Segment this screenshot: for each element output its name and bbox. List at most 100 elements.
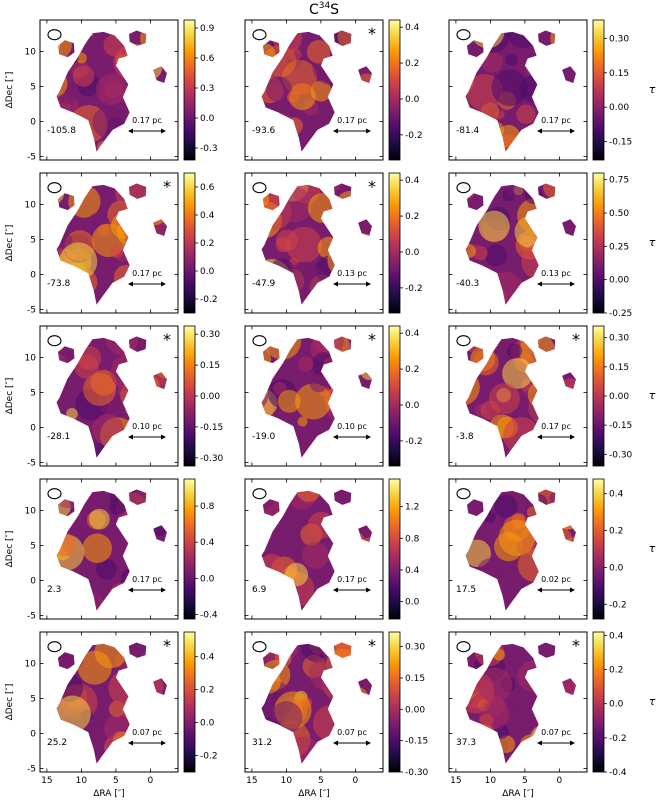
velocity-label: 37.3	[456, 738, 476, 748]
map-blob	[74, 354, 99, 379]
velocity-label: -40.3	[456, 279, 479, 289]
scale-label: 0.17 pc	[132, 269, 162, 278]
colorbar-tick-label: 0.0	[200, 574, 215, 584]
panel-13: * 25.2 0.07 pc 15 10 5 0 -5 0 5 10 ΔRA [″] ΔDec [″] -…	[5, 631, 218, 799]
colorbar	[388, 19, 401, 161]
colorbar-tick-label: 0.0	[609, 700, 624, 710]
panel-1: -105.8 0.17 pc -5 0 5 10 ΔDec [″] -0.3 0.0 0.3 0.6…	[5, 19, 218, 163]
map-blob	[89, 213, 102, 226]
colorbar-label: τ	[649, 236, 656, 249]
x-tick-label: 0	[557, 776, 563, 786]
map-blob	[506, 343, 523, 359]
y-tick-label: 5	[30, 542, 36, 552]
colorbar-tick-label: 0.00	[609, 392, 629, 402]
scale-label: 0.10 pc	[132, 422, 162, 431]
map-blob	[479, 713, 494, 728]
y-tick-label: 10	[25, 354, 37, 364]
colorbar-tick-label: -0.15	[609, 138, 632, 148]
colorbar-tick-label: 0.4	[200, 653, 215, 663]
scale-label: 0.07 pc	[132, 728, 162, 737]
map-blob	[488, 383, 520, 415]
y-axis-label: ΔDec [″]	[5, 378, 15, 415]
colorbar-tick-label: 0.4	[405, 176, 420, 186]
colorbar-tick-label: -0.25	[609, 309, 632, 319]
velocity-label: -3.8	[456, 432, 474, 442]
colorbar-tick-label: 0.8	[405, 534, 420, 544]
colorbar-tick-label: 0.4	[609, 490, 624, 500]
map-blob	[95, 558, 117, 580]
velocity-label: -19.0	[252, 432, 276, 442]
colorbar-tick-label: 0.00	[609, 276, 629, 286]
colorbar-tick-label: 0.2	[405, 365, 419, 375]
y-tick-label: 5	[30, 695, 36, 705]
map-blob	[494, 494, 518, 518]
beam-ellipse	[252, 29, 267, 41]
y-tick-label: 0	[30, 730, 36, 740]
panel-2: * -93.6 0.17 pc -0.2 0.0 0.2 0.4	[244, 19, 423, 161]
map-blob	[90, 369, 117, 396]
colorbar	[183, 478, 196, 620]
panel-frame	[448, 478, 588, 620]
scale-label: 0.10 pc	[337, 422, 367, 431]
colorbar-tick-label: 0.4	[405, 23, 420, 33]
colorbar-tick-label: -0.30	[200, 454, 224, 464]
colorbar-tick-label: 0.4	[609, 631, 624, 641]
y-tick-label: -5	[27, 765, 36, 775]
y-tick-label: 0	[30, 271, 36, 281]
panel-frame	[39, 172, 179, 314]
y-tick-label: 10	[25, 507, 37, 517]
colorbar-tick-label: -0.2	[200, 752, 218, 762]
colorbar-tick-label: -0.30	[609, 450, 633, 460]
beam-ellipse	[252, 641, 267, 653]
panel-frame	[244, 19, 384, 161]
y-tick-label: 0	[30, 424, 36, 434]
x-tick-label: 15	[246, 776, 257, 786]
figure-title: C34S	[309, 1, 339, 18]
scale-label: 0.02 pc	[541, 575, 571, 584]
beam-ellipse	[252, 335, 267, 347]
beam-ellipse	[47, 488, 62, 500]
colorbar-tick-label: 0.4	[200, 211, 215, 221]
map-blob	[477, 667, 513, 702]
y-tick-label: 0	[30, 577, 36, 587]
colorbar-label: τ	[649, 389, 656, 402]
significance-star: *	[163, 636, 171, 655]
map-blob	[297, 356, 314, 372]
map-blob	[309, 373, 329, 393]
x-tick-label: 15	[41, 776, 52, 786]
panel-6: -40.3 0.13 pc -0.25 0.00 0.25 0.50 0.75 τ	[448, 172, 656, 319]
scale-label: 0.17 pc	[541, 422, 571, 431]
colorbar-tick-label: 0.2	[405, 212, 419, 222]
colorbar-tick-label: 0.2	[609, 666, 623, 676]
colorbar-tick-label: -0.2	[405, 284, 423, 294]
beam-ellipse	[456, 29, 471, 41]
colorbar-tick-label: 0.30	[609, 334, 629, 344]
colorbar-label: τ	[649, 695, 656, 708]
colorbar-tick-label: -0.3	[200, 144, 218, 154]
x-tick-label: 0	[353, 776, 359, 786]
colorbar-tick-label: 0.2	[405, 59, 419, 69]
y-tick-label: -5	[27, 306, 36, 316]
colorbar	[183, 631, 196, 773]
map-blob	[485, 244, 507, 267]
beam-ellipse	[252, 182, 267, 194]
colorbar-tick-label: -0.2	[200, 295, 218, 305]
y-tick-label: 0	[30, 118, 36, 128]
colorbar	[388, 325, 401, 467]
x-tick-label: 10	[281, 776, 293, 786]
map-blob	[505, 699, 524, 717]
scale-label: 0.17 pc	[541, 116, 571, 125]
colorbar-tick-label: 0.15	[200, 361, 220, 371]
panel-frame	[244, 172, 384, 314]
colorbar-tick-label: -0.30	[405, 768, 429, 778]
colorbar-tick-label: -0.2	[609, 734, 627, 744]
map-blob	[261, 489, 277, 511]
colorbar-tick-label: 0.50	[609, 209, 629, 219]
colorbar	[592, 478, 605, 620]
colorbar-tick-label: 0.8	[200, 502, 215, 512]
panel-frame	[448, 172, 588, 314]
colorbar	[183, 172, 196, 314]
y-axis-label: ΔDec [″]	[5, 225, 15, 262]
beam-ellipse	[47, 182, 62, 194]
beam-ellipse	[456, 488, 471, 500]
